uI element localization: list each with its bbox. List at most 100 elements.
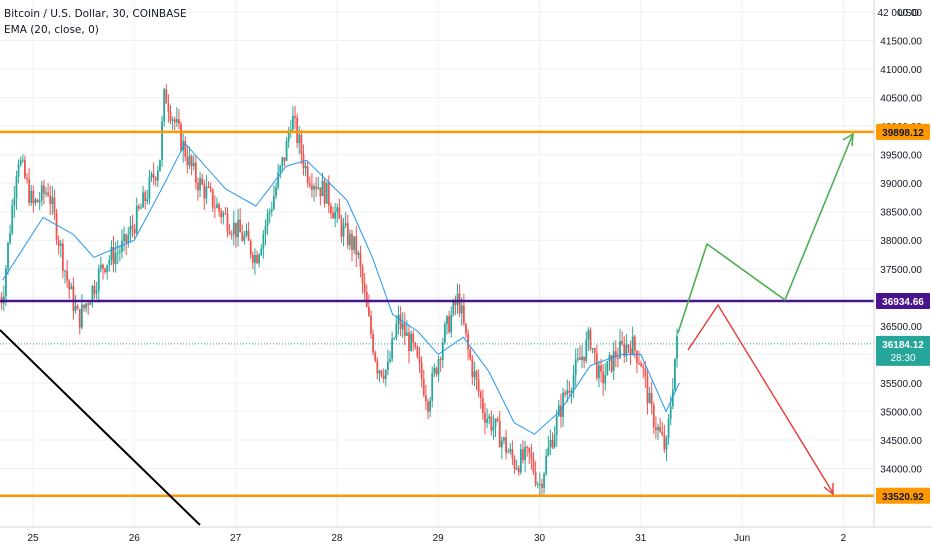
candle-body xyxy=(528,447,531,453)
candle-body xyxy=(435,367,438,375)
price-tick-label: 37500.00 xyxy=(880,265,922,276)
bear-arrow-head[interactable] xyxy=(823,483,834,496)
last-price-label: 36184.12 xyxy=(882,340,924,351)
candle-body xyxy=(102,264,104,269)
candle-body xyxy=(519,449,522,473)
candle-body xyxy=(152,173,155,179)
trendline[interactable] xyxy=(0,329,201,526)
candle-body xyxy=(416,346,419,357)
candle-body xyxy=(405,332,408,336)
price-tick-label: 38000.00 xyxy=(880,236,922,247)
candle-body xyxy=(397,314,400,324)
candle-body xyxy=(38,200,41,203)
candle-body xyxy=(549,440,552,448)
level-price-tag[interactable] xyxy=(876,487,930,504)
candle-body xyxy=(49,195,52,205)
candle-body xyxy=(346,223,349,246)
candle-body xyxy=(28,179,31,203)
candle-body xyxy=(488,416,491,419)
candle-body xyxy=(572,375,575,391)
candle-body xyxy=(321,180,324,197)
candle-body xyxy=(106,264,109,273)
candle-body xyxy=(380,370,383,376)
candle-body xyxy=(454,300,457,306)
candle-body xyxy=(351,233,353,250)
candle-body xyxy=(412,333,415,343)
candle-body xyxy=(112,246,115,265)
candle-body xyxy=(70,286,73,290)
bear-projection-path[interactable] xyxy=(687,303,834,494)
candle-body xyxy=(203,184,206,199)
drawings[interactable] xyxy=(0,132,854,526)
candle-body xyxy=(298,134,301,144)
candle-body xyxy=(220,210,223,218)
candle-body xyxy=(655,427,657,431)
candle-body xyxy=(636,350,638,363)
price-axis[interactable]: 42 000.0041500.0041000.0040500.0040000.0… xyxy=(873,0,932,550)
last-price-tag[interactable] xyxy=(876,335,930,366)
candle-body xyxy=(496,418,499,421)
candle-body xyxy=(363,283,366,293)
candle-body xyxy=(619,340,621,359)
candle-body xyxy=(659,426,662,432)
candle-body xyxy=(389,359,391,362)
candle-body xyxy=(66,270,69,281)
candle-body xyxy=(384,370,387,379)
candle-body xyxy=(175,119,178,123)
price-axis-background xyxy=(874,0,932,550)
candle-body xyxy=(627,345,630,348)
candle-body xyxy=(623,343,626,357)
candle-body xyxy=(515,467,518,469)
candle-body xyxy=(93,285,96,294)
bull-projection-path[interactable] xyxy=(677,135,853,334)
candle-body xyxy=(99,264,102,269)
candle-body xyxy=(315,186,318,189)
level-price-tag[interactable] xyxy=(876,123,930,140)
candle-body xyxy=(87,303,90,305)
candle-body xyxy=(541,483,543,488)
currency-label: USD xyxy=(898,8,919,19)
candle-body xyxy=(277,172,280,188)
candle-body xyxy=(500,440,503,448)
candle-body xyxy=(313,186,315,190)
candle-body xyxy=(256,255,258,264)
candle-body xyxy=(566,390,569,395)
candle-body xyxy=(279,165,282,173)
candle-body xyxy=(64,270,66,272)
candle-body xyxy=(344,223,347,226)
candle-body xyxy=(479,391,482,399)
candle-body xyxy=(21,159,24,161)
candle-body xyxy=(292,115,294,130)
candle-body xyxy=(395,323,398,339)
candle-body xyxy=(169,111,172,121)
candle-body xyxy=(382,375,385,379)
candle-body xyxy=(536,484,539,486)
candle-body xyxy=(287,132,290,142)
candle-body xyxy=(249,240,252,255)
level-price-tag[interactable] xyxy=(876,293,930,310)
candle-body xyxy=(150,173,153,178)
candle-body xyxy=(574,359,577,376)
time-axis[interactable]: 25 26 27 28 29 30 31 Jun 2 xyxy=(0,526,932,550)
candle-body xyxy=(568,390,571,393)
candle-body xyxy=(251,254,254,263)
candle-body xyxy=(663,434,666,450)
candle-body xyxy=(262,234,265,249)
candle-body xyxy=(245,230,248,236)
candle-body xyxy=(378,370,381,374)
horizontal-levels[interactable] xyxy=(0,130,874,498)
bull-arrow-head[interactable] xyxy=(842,132,854,147)
candle-body xyxy=(460,305,463,314)
candle-body xyxy=(579,357,581,361)
time-tick-label: Jun xyxy=(734,533,750,544)
candle-body xyxy=(669,406,672,420)
candle-body xyxy=(393,338,396,340)
chart-header: Bitcoin / U.S. Dollar, 30, COINBASE EMA … xyxy=(4,6,187,38)
candle-body xyxy=(511,449,514,459)
candle-body xyxy=(194,162,197,183)
candle-body xyxy=(359,252,362,268)
candle-body xyxy=(190,155,193,167)
candle-body xyxy=(621,340,624,344)
ema-20-line xyxy=(2,142,680,435)
